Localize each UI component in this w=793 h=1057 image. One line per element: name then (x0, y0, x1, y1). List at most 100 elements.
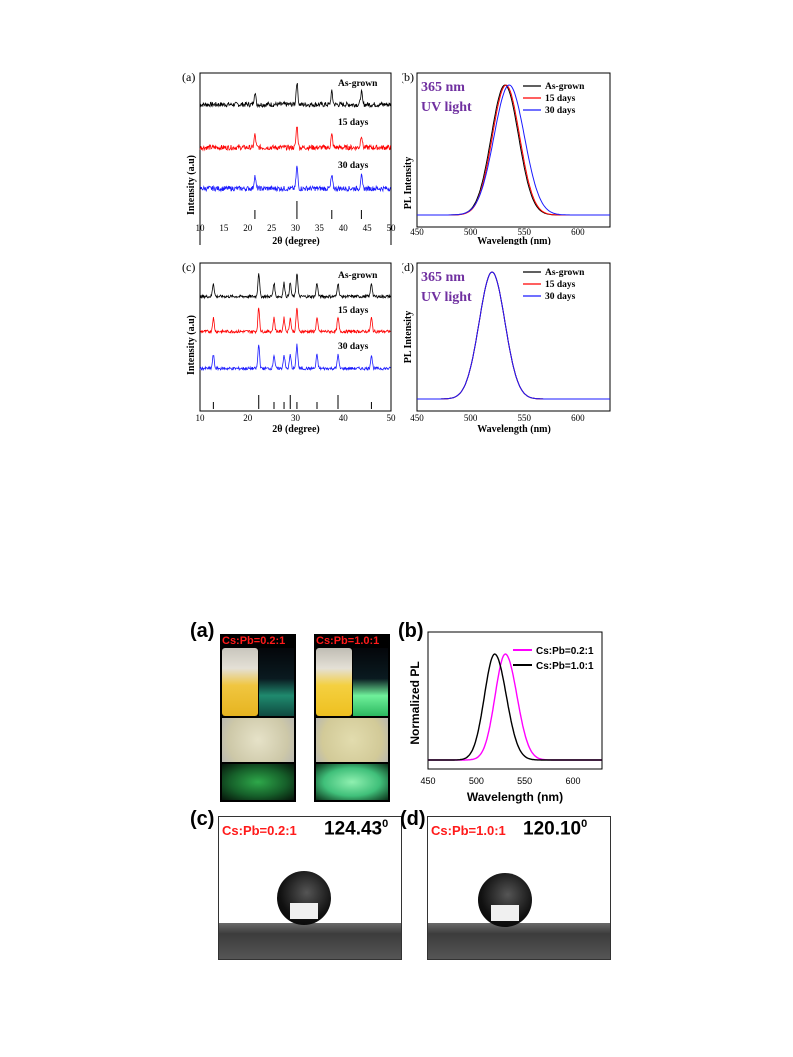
vial-daylight-yellow-2 (316, 648, 352, 716)
fig2-b-label: (b) (398, 620, 424, 642)
vial-daylight-yellow (222, 648, 258, 716)
fig1-c-xlabel: 2θ (degree) (272, 424, 320, 435)
fig1-c-trace1-label: As-grown (338, 271, 378, 281)
fig1-b-legend-2: 15 days (545, 94, 576, 104)
fig1-panel-c-chart: (c) As-grown 15 days 30 days 10 20 30 40 50 … (182, 260, 397, 435)
fig1-a-tick-label: 30 (291, 223, 301, 233)
fig2-d-label: (d) (400, 808, 426, 830)
fig1-b-frame (416, 72, 611, 228)
fig2-d-angle: 120.100 (523, 818, 587, 840)
fig1-panel-a-axis: 10 15 20 25 30 35 40 45 50 2θ (degree) (196, 223, 397, 247)
fig1-b-ylabel: PL Intensity (403, 157, 414, 210)
fig1-c-ylabel: Intensity (a.u) (186, 315, 197, 375)
fig1-panel-a-chart: (a) As-grown 15 days 30 days Intensity (… (182, 70, 392, 245)
xrd-trace-3 (199, 165, 391, 193)
fig1-d-legend-3: 30 days (545, 292, 576, 302)
fig1-a-tick-label: 10 (196, 223, 206, 233)
fig1-a-trace3-label: 30 days (338, 161, 369, 171)
fig1-b-uv-line2: UV light (421, 100, 472, 115)
fig1-b-curves (417, 84, 610, 216)
fig1-b-legend-1: As-grown (545, 82, 585, 92)
fig2-a-photo-left (220, 634, 296, 802)
fig2-b-legend: Cs:Pb=0.2:1 Cs:Pb=1.0:1 (513, 646, 594, 672)
fig1-c-trace2-label: 15 days (338, 306, 369, 316)
fig1-c-label: (c) (182, 260, 195, 274)
substrate (219, 923, 401, 959)
film-daylight (222, 718, 294, 762)
fig1-d-ylabel: PL Intensity (403, 311, 414, 364)
fig1-a-xlabel: 2θ (degree) (272, 236, 320, 247)
fig2-c-label: (c) (190, 808, 215, 830)
fig2-b-tick-label: 500 (469, 776, 484, 786)
fig1-d-uv-line1: 365 nm (421, 270, 465, 285)
fig1-c-tick-label: 40 (339, 413, 349, 423)
fig2-a-sample1-label: Cs:Pb=0.2:1 (222, 635, 286, 647)
fig2-b-tick-label: 600 (565, 776, 580, 786)
fig2-c-angle-sup: 0 (382, 818, 389, 830)
fig1-b-tick-label: 600 (571, 227, 585, 237)
film-uv-green (222, 764, 294, 800)
fig1-b-legend-3: 30 days (545, 106, 576, 116)
fig1-d-tick-label: 550 (517, 413, 531, 423)
fig1-c-tick-label: 20 (243, 413, 253, 423)
fig2-d-sample-label: Cs:Pb=1.0:1 (431, 823, 506, 838)
fig2-b-curves (428, 653, 602, 761)
fig2-c-sample-label: Cs:Pb=0.2:1 (222, 823, 297, 838)
fig1-d-tick-label: 600 (571, 413, 585, 423)
pl-curve-3 (417, 84, 610, 216)
fig1-a-tick-label: 40 (339, 223, 349, 233)
fig2-b-ylabel: Normalized PL (408, 661, 422, 744)
fig1-c-trace3-label: 30 days (338, 342, 369, 352)
fig1-panel-b-chart: (b) 365 nm UV light As-grown 15 days 30 … (402, 70, 611, 245)
fig1-c-tick-label: 10 (196, 413, 206, 423)
fig1-b-tick-label: 550 (517, 227, 531, 237)
vial-uv-bright (353, 648, 388, 716)
fig1-b-uv-line1: 365 nm (421, 80, 465, 95)
fig2-b-xlabel: Wavelength (nm) (467, 790, 563, 804)
fig1-b-label: (b) (402, 70, 414, 84)
fig1-a-tick-label: 35 (315, 223, 325, 233)
film-uv-bright-green (316, 764, 388, 800)
fig1-c-tick-label: 30 (291, 413, 301, 423)
vial-uv-dim (259, 648, 294, 716)
fig2-panel-b-chart: Cs:Pb=0.2:1 Cs:Pb=1.0:1 450 500 550 600 Wav… (408, 631, 603, 804)
xrd-trace-1 (199, 273, 391, 300)
fig2-d-angle-sup: 0 (581, 818, 588, 830)
fig1-d-tick-label: 450 (410, 413, 424, 423)
fig1-c-traces (199, 273, 391, 409)
fig1-d-legend-2: 15 days (545, 280, 576, 290)
film-daylight-2 (316, 718, 388, 762)
fig1-a-tick-label: 50 (387, 223, 397, 233)
fig2-c-photo (218, 816, 402, 960)
fig1-a-frame (199, 72, 392, 245)
fig1-c-xticks: 10 20 30 40 50 (196, 413, 397, 423)
fig2-b-legend-1: Cs:Pb=0.2:1 (536, 646, 594, 657)
fig1-d-label: (d) (402, 260, 414, 274)
fig1-a-ylabel: Intensity (a.u) (186, 155, 197, 215)
fig2-b-tick-label: 450 (420, 776, 435, 786)
fig2-a-photo-right (314, 634, 390, 802)
fig2-b-legend-2: Cs:Pb=1.0:1 (536, 661, 594, 672)
fig1-c-frame (199, 262, 392, 412)
fig1-d-frame (416, 262, 611, 412)
xrd-trace-2 (199, 126, 391, 152)
fig1-a-tick-label: 20 (243, 223, 253, 233)
fig2-d-photo (427, 816, 611, 960)
fig2-a-sample2-label: Cs:Pb=1.0:1 (316, 635, 380, 647)
fig1-c-tick-label: 50 (387, 413, 397, 423)
fig1-b-tick-label: 450 (410, 227, 424, 237)
fig1-d-xticks: 450 500 550 600 (410, 413, 585, 423)
pl-curve-3 (417, 271, 610, 400)
fig1-a-tick-label: 15 (219, 223, 229, 233)
fig1-a-label: (a) (182, 70, 195, 84)
xrd-trace-1 (199, 82, 391, 109)
fig2-b-frame (427, 631, 603, 770)
droplet-highlight (290, 903, 318, 919)
fig1-d-tick-label: 500 (464, 413, 478, 423)
pl-curve-2 (428, 653, 602, 761)
fig1-a-trace1-label: As-grown (338, 79, 378, 89)
fig1-a-traces (199, 82, 391, 219)
fig1-d-legend-1: As-grown (545, 268, 585, 278)
fig1-a-xticks: 10 15 20 25 30 35 40 45 50 (196, 223, 397, 233)
fig2-d-angle-value: 120.10 (523, 818, 582, 840)
